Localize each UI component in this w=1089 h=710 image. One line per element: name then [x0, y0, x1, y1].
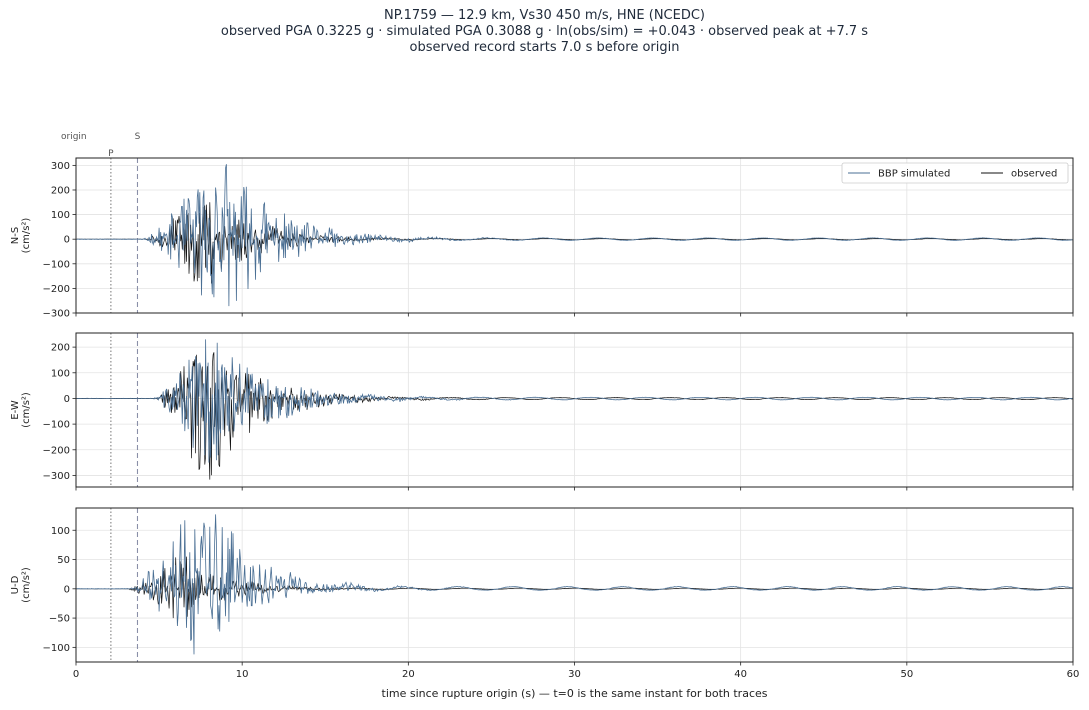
- legend-box: [841, 162, 1069, 184]
- legend-observed-label: observed: [1011, 169, 1057, 180]
- panel-ns: −300 −200 −100 0 100 200 300 N-S(cm/s²) origin P S…: [10, 132, 1074, 320]
- x-tick-label: 20: [402, 669, 415, 680]
- y-tick-label: 200: [51, 343, 70, 354]
- origin-label: origin: [61, 132, 87, 142]
- series-observed-trace: [76, 556, 1073, 619]
- legend-simulated-label: BBP simulated: [878, 169, 950, 180]
- y-tick-label: 200: [51, 185, 70, 196]
- p-arrival-label: P: [108, 149, 114, 159]
- y-tick-label: −100: [43, 420, 70, 431]
- series-simulated-trace: [76, 514, 1073, 655]
- series-simulated-trace: [76, 164, 1073, 307]
- x-axis-label: time since rupture origin (s) — t=0 is t…: [382, 687, 768, 700]
- x-tick-label: 50: [900, 669, 913, 680]
- chart-title: NP.1759 — 12.9 km, Vs30 450 m/s, HNE (NC…: [0, 8, 1089, 56]
- y-axis-label-component: U-D: [10, 575, 21, 594]
- y-axis-label: E-W(cm/s²): [10, 392, 32, 428]
- panel-ew: −300 −200 −100 0 100 200 E-W(cm/s²): [10, 332, 1074, 491]
- y-axis-label-component: N-S: [10, 227, 21, 244]
- x-tick-label: 40: [734, 669, 747, 680]
- y-tick-label: 100: [51, 526, 70, 537]
- x-tick-label: 10: [236, 669, 249, 680]
- y-tick-label: −300: [43, 309, 70, 320]
- y-tick-label: 0: [64, 584, 70, 595]
- y-tick-label: 300: [51, 161, 70, 172]
- y-tick-label: −100: [43, 259, 70, 270]
- y-axis-label: U-D(cm/s²): [10, 567, 32, 603]
- legend: BBP simulated observed: [841, 162, 1069, 184]
- y-tick-label: −100: [43, 643, 70, 654]
- y-axis-label-component: E-W: [10, 400, 21, 420]
- y-tick-label: 0: [64, 235, 70, 246]
- y-tick-label: 100: [51, 368, 70, 379]
- title-line-1: NP.1759 — 12.9 km, Vs30 450 m/s, HNE (NC…: [383, 8, 705, 23]
- y-tick-label: 50: [57, 555, 70, 566]
- y-axis-label-unit: (cm/s²): [21, 218, 32, 254]
- y-axis-label: N-S(cm/s²): [10, 218, 32, 254]
- y-axis-label-unit: (cm/s²): [21, 392, 32, 428]
- y-tick-label: 0: [64, 394, 70, 405]
- y-tick-label: −50: [49, 614, 70, 625]
- panel-ud: −100 −50 0 50 100 0 10 20 30 40 50 60 U-D(cm/s²): [10, 507, 1080, 680]
- title-line-2: observed PGA 0.3225 g · simulated PGA 0.…: [220, 24, 869, 39]
- y-axis-label-unit: (cm/s²): [21, 567, 32, 603]
- y-tick-label: −200: [43, 445, 70, 456]
- x-tick-label: 30: [568, 669, 581, 680]
- x-tick-label: 60: [1067, 669, 1080, 680]
- y-tick-label: 100: [51, 210, 70, 221]
- title-line-3: observed record starts 7.0 s before orig…: [409, 40, 680, 55]
- series-simulated-trace: [76, 339, 1073, 463]
- x-tick-label: 0: [73, 669, 79, 680]
- y-tick-label: −300: [43, 471, 70, 482]
- y-tick-label: −200: [43, 284, 70, 295]
- s-arrival-label: S: [135, 132, 141, 142]
